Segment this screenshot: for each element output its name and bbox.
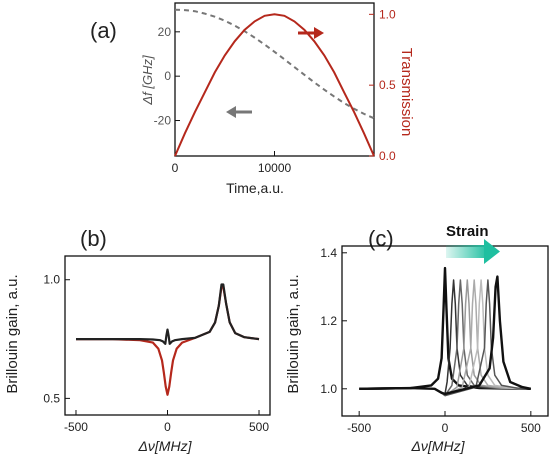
panel-b-ytick-label: 1.0 <box>43 273 60 287</box>
panel-c-ticks: -500 0 500 1.0 1.2 1.4 <box>320 246 541 435</box>
panel-b-xtick-label: 0 <box>164 420 171 434</box>
left-axis-arrow <box>226 106 252 118</box>
panel-c-series-line <box>359 266 531 390</box>
panel-a-ticks: 0 10000 -20 0 20 0.0 0.5 1.0 <box>154 7 396 175</box>
panel-b-series-group <box>76 283 260 396</box>
panel-a-ytick-left-label: 0 <box>164 69 171 83</box>
right-axis-arrow <box>298 27 324 39</box>
panel-b-xtick-label: 500 <box>249 420 269 434</box>
panel-c-series-group <box>359 266 532 397</box>
panel-b-ticks: -500 0 500 0.5 1.0 <box>43 273 269 434</box>
panel-c-ytick-label: 1.0 <box>320 382 337 396</box>
panel-a-transmission-line <box>174 13 375 157</box>
panel-c: (c) -500 0 500 1.0 1.2 1.4 Δν[MHz] Brillouin … <box>285 223 549 454</box>
panel-a-ytick-right-label: 1.0 <box>379 7 396 21</box>
panel-c-label: (c) <box>368 226 394 251</box>
panel-b-ylabel: Brillouin gain, a.u. <box>4 274 21 393</box>
panel-b-series-line <box>76 283 260 345</box>
panel-a-xtick-label: 0 <box>172 161 179 175</box>
panel-c-ylabel: Brillouin gain, a.u. <box>285 274 302 393</box>
panel-b: (b) -500 0 500 0.5 1.0 Δν[MHz] Brillouin gai… <box>4 226 271 454</box>
panel-b-ytick-label: 0.5 <box>43 391 60 405</box>
panel-a-xtick-label: 10000 <box>258 161 292 175</box>
panel-a-ytick-left-label: 20 <box>158 25 172 39</box>
panel-b-xlabel: Δν[MHz] <box>138 438 193 454</box>
panel-c-xtick-label: 0 <box>442 421 449 435</box>
strain-annotation: Strain <box>446 223 489 240</box>
panel-a-ylabel-right: Transmission <box>398 48 415 137</box>
panel-a-ytick-left-label: -20 <box>154 114 172 128</box>
panel-a-xlabel: Time,a.u. <box>226 180 284 196</box>
panel-a-ytick-right-label: 0.0 <box>379 149 396 163</box>
panel-b-xtick-label: -500 <box>64 420 88 434</box>
panel-b-label: (b) <box>80 226 107 251</box>
panel-a: (a) 0 10000 -20 0 20 0.0 0.5 1.0 Time,a.u. Δf [… <box>90 2 415 196</box>
panel-a-label: (a) <box>90 18 117 43</box>
panel-a-ytick-right-label: 0.5 <box>379 78 396 92</box>
strain-arrow <box>446 239 500 264</box>
panel-a-frequency-line <box>174 8 375 120</box>
panel-c-ytick-label: 1.2 <box>320 314 337 328</box>
panel-c-ytick-label: 1.4 <box>320 246 337 260</box>
panel-c-xtick-label: 500 <box>521 421 541 435</box>
panel-a-ylabel-left: Δf [GHz] <box>140 55 155 106</box>
panel-c-xtick-label: -500 <box>347 421 371 435</box>
panel-a-plot-frame <box>174 2 375 157</box>
panel-c-series-line <box>359 275 532 396</box>
panel-a-series-group <box>174 8 375 157</box>
panel-b-series-line <box>76 285 260 396</box>
panel-c-xlabel: Δν[MHz] <box>411 438 466 454</box>
